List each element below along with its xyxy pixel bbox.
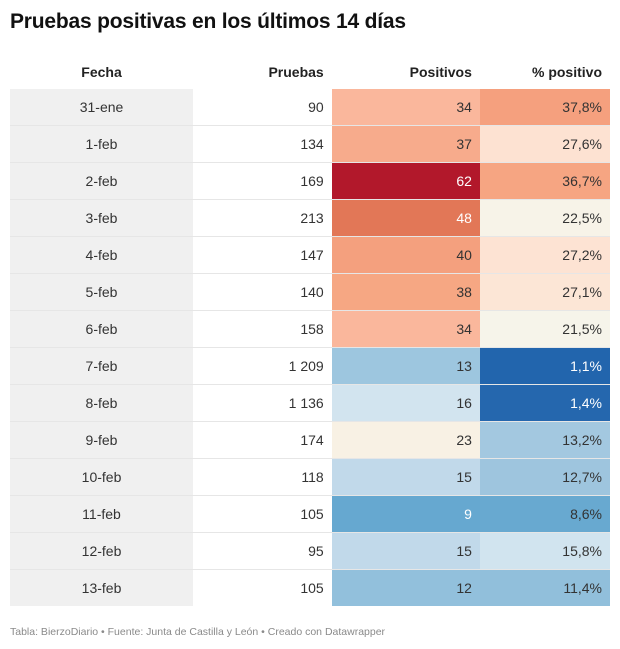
- cell-positivos: 40: [331, 236, 480, 274]
- cell-positivos: 15: [331, 458, 480, 496]
- cell-pct-positivo: 1,1%: [479, 347, 610, 385]
- cell-pct-positivo: 21,5%: [479, 310, 610, 348]
- cell-pct-positivo: 22,5%: [479, 199, 610, 237]
- cell-pruebas: 213: [193, 199, 332, 237]
- cell-pct-positivo: 37,8%: [479, 89, 610, 126]
- cell-positivos: 15: [331, 532, 480, 570]
- column-header-pruebas[interactable]: Pruebas: [268, 63, 324, 80]
- cell-pct-positivo: 13,2%: [479, 421, 610, 459]
- table-row: 6-feb 158 34 21,5%: [10, 310, 610, 348]
- cell-pruebas: 1 136: [193, 384, 332, 422]
- cell-pruebas: 1 209: [193, 347, 332, 385]
- cell-pruebas: 118: [193, 458, 332, 496]
- cell-pruebas: 174: [193, 421, 332, 459]
- header-row: Fecha Pruebas Positivos % positivo: [10, 54, 610, 89]
- cell-fecha: 11-feb: [10, 495, 194, 533]
- table-row: 13-feb 105 12 11,4%: [10, 569, 610, 606]
- cell-fecha: 31-ene: [10, 89, 194, 126]
- cell-pct-positivo: 1,4%: [479, 384, 610, 422]
- cell-pruebas: 90: [193, 89, 332, 126]
- cell-positivos: 38: [331, 273, 480, 311]
- cell-fecha: 7-feb: [10, 347, 194, 385]
- cell-pct-positivo: 15,8%: [479, 532, 610, 570]
- cell-pruebas: 105: [193, 495, 332, 533]
- cell-pct-positivo: 12,7%: [479, 458, 610, 496]
- cell-fecha: 4-feb: [10, 236, 194, 274]
- data-table: Fecha Pruebas Positivos % positivo 31-en…: [10, 54, 610, 606]
- cell-positivos: 37: [331, 125, 480, 163]
- table-row: 9-feb 174 23 13,2%: [10, 421, 610, 459]
- cell-pruebas: 169: [193, 162, 332, 200]
- cell-fecha: 8-feb: [10, 384, 194, 422]
- column-header-pct-positivo[interactable]: % positivo: [531, 63, 602, 80]
- source-footer: Tabla: BierzoDiario • Fuente: Junta de C…: [10, 626, 386, 638]
- cell-fecha: 6-feb: [10, 310, 194, 348]
- table-row: 2-feb 169 62 36,7%: [10, 162, 610, 200]
- cell-positivos: 16: [331, 384, 480, 422]
- cell-pruebas: 140: [193, 273, 332, 311]
- cell-pct-positivo: 27,6%: [479, 125, 610, 163]
- table-row: 31-ene 90 34 37,8%: [10, 89, 610, 126]
- table-row: 1-feb 134 37 27,6%: [10, 125, 610, 163]
- cell-pruebas: 158: [193, 310, 332, 348]
- table-row: 11-feb 105 9 8,6%: [10, 495, 610, 533]
- cell-positivos: 34: [331, 89, 480, 126]
- table-row: 8-feb 1 136 16 1,4%: [10, 384, 610, 422]
- table-body: 31-ene 90 34 37,8% 1-feb 134 37 27,6% 2-feb 169 62…: [10, 89, 610, 606]
- cell-positivos: 34: [331, 310, 480, 348]
- cell-fecha: 12-feb: [10, 532, 194, 570]
- cell-pruebas: 95: [193, 532, 332, 570]
- column-header-positivos[interactable]: Positivos: [409, 63, 472, 80]
- table-row: 12-feb 95 15 15,8%: [10, 532, 610, 570]
- cell-fecha: 1-feb: [10, 125, 194, 163]
- cell-pct-positivo: 8,6%: [479, 495, 610, 533]
- cell-fecha: 13-feb: [10, 569, 194, 606]
- table-row: 3-feb 213 48 22,5%: [10, 199, 610, 237]
- cell-positivos: 23: [331, 421, 480, 459]
- cell-pct-positivo: 36,7%: [479, 162, 610, 200]
- table-row: 4-feb 147 40 27,2%: [10, 236, 610, 274]
- cell-positivos: 48: [331, 199, 480, 237]
- table-row: 5-feb 140 38 27,1%: [10, 273, 610, 311]
- cell-positivos: 12: [331, 569, 480, 606]
- column-header-fecha[interactable]: Fecha: [81, 63, 122, 80]
- cell-pct-positivo: 27,2%: [479, 236, 610, 274]
- cell-pruebas: 134: [193, 125, 332, 163]
- cell-pct-positivo: 11,4%: [479, 569, 610, 606]
- table-row: 10-feb 118 15 12,7%: [10, 458, 610, 496]
- cell-positivos: 9: [331, 495, 480, 533]
- cell-pruebas: 105: [300, 580, 324, 596]
- cell-positivos: 13: [331, 347, 480, 385]
- cell-fecha: 10-feb: [10, 458, 194, 496]
- cell-pct-positivo: 27,1%: [479, 273, 610, 311]
- cell-fecha: 9-feb: [10, 421, 194, 459]
- cell-fecha: 2-feb: [10, 162, 194, 200]
- cell-fecha: 5-feb: [10, 273, 194, 311]
- table-row: 7-feb 1 209 13 1,1%: [10, 347, 610, 385]
- cell-positivos: 62: [331, 162, 480, 200]
- cell-fecha: 3-feb: [10, 199, 194, 237]
- chart-title: Pruebas positivas en los últimos 14 días: [10, 10, 406, 33]
- cell-pruebas: 147: [193, 236, 332, 274]
